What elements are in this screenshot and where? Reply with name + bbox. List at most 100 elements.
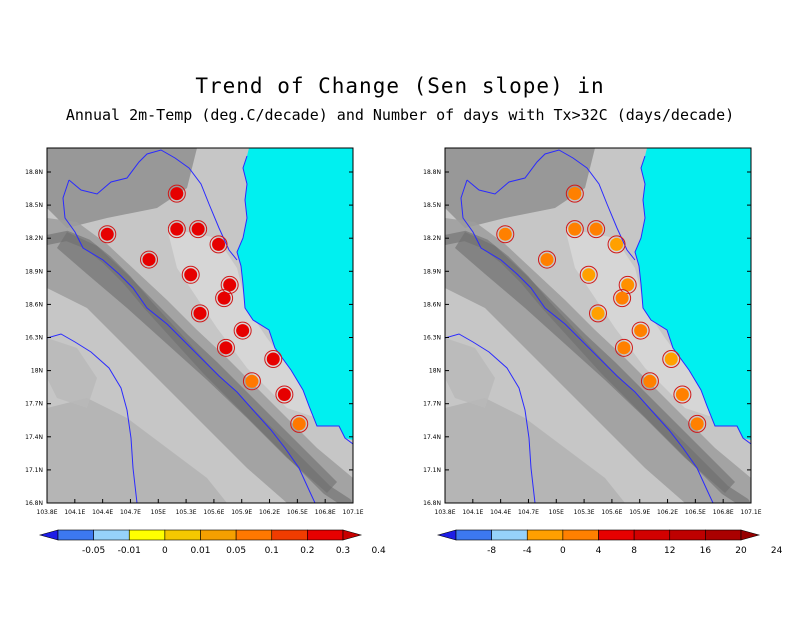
- lon-label: 104.1E: [64, 509, 85, 516]
- station-marker: [498, 227, 512, 241]
- station-ring: [140, 250, 158, 269]
- colorbar-label: 12: [664, 546, 675, 556]
- colorbar-label: 0.4: [371, 546, 386, 556]
- map-body: [47, 148, 353, 503]
- lon-label: 104.7E: [120, 509, 141, 516]
- main-ridge: [47, 230, 352, 503]
- terrain-shade-5: [445, 338, 495, 408]
- lat-label: 18.8N: [25, 169, 43, 176]
- station-ring: [579, 265, 598, 284]
- colorbar-label: 0.3: [336, 546, 350, 556]
- station-marker: [170, 222, 184, 236]
- lon-label: 104.4E: [490, 509, 511, 516]
- colorbar-label: 0.2: [300, 546, 314, 556]
- map-frame: [444, 147, 752, 504]
- colorbar-label: 20: [735, 546, 747, 556]
- lon-label: 105.6E: [601, 509, 622, 516]
- colorbar-segment: [491, 529, 528, 541]
- colorbar-label: 0: [560, 546, 566, 556]
- colorbar-label: 4: [596, 546, 602, 556]
- lat-label: 18N: [429, 368, 441, 375]
- station-marker: [568, 222, 582, 236]
- map-body: [445, 148, 751, 503]
- lon-label: 104.4E: [92, 509, 113, 516]
- lon-label: 106.8E: [315, 509, 336, 516]
- station-marker: [170, 187, 184, 201]
- station-ring: [587, 220, 606, 239]
- map-panel-hotdays: 18.8N 18.5N 18.2N 18.9N 18.6N 16.3N 18N 17.7N 17…: [423, 147, 762, 516]
- lat-label: 17.1N: [423, 467, 441, 474]
- station-ring: [662, 349, 681, 368]
- station-marker: [643, 374, 657, 388]
- station-ring: [565, 184, 584, 203]
- colorbar-low-arrow: [38, 529, 59, 541]
- station-ring: [640, 372, 659, 391]
- station-marker: [142, 253, 156, 267]
- lat-label: 17.4N: [25, 434, 43, 441]
- station-ring: [290, 414, 309, 433]
- terrain-shade-3: [47, 398, 227, 503]
- colorbar-label: 0: [162, 546, 168, 556]
- station-marker: [277, 387, 291, 401]
- station-marker: [219, 341, 233, 355]
- station-marker: [591, 306, 605, 320]
- station-marker: [212, 237, 226, 251]
- colorbar-segment: [271, 529, 308, 541]
- colorbar-segment: [705, 529, 742, 541]
- station-marker: [568, 187, 582, 201]
- station-ring: [688, 414, 707, 433]
- station-marker: [610, 237, 624, 251]
- map-panel-temp: 18.8N 18.5N 18.2N 18.9N 18.6N 16.3N 18N 17.7N 17…: [25, 147, 364, 516]
- country-border: [62, 179, 316, 503]
- station-ring: [189, 220, 208, 239]
- colorbar-low-arrow: [436, 529, 457, 541]
- station-marker: [193, 306, 207, 320]
- lon-label: 106.8E: [713, 509, 734, 516]
- station-ring: [607, 235, 626, 254]
- colorbar-label: 24: [771, 546, 783, 556]
- sea-area: [237, 148, 353, 440]
- lon-label: 105.3E: [574, 509, 595, 516]
- lon-label: 103.8E: [435, 509, 456, 516]
- lat-label: 16.8N: [423, 500, 441, 507]
- station-ring: [589, 304, 607, 323]
- terrain-shade-0: [47, 148, 197, 228]
- colorbar-label: 8: [631, 546, 637, 556]
- station-marker: [191, 222, 205, 236]
- station-ring: [181, 265, 200, 284]
- station-ring: [98, 225, 117, 244]
- station-ring: [631, 321, 650, 340]
- station-ring: [565, 220, 584, 239]
- lat-label: 16.3N: [25, 335, 43, 342]
- station-ring: [242, 372, 261, 391]
- lon-label: 105.9E: [231, 509, 252, 516]
- lon-label: 105.9E: [629, 509, 650, 516]
- lat-label: 18.5N: [25, 202, 43, 209]
- colorbar-hotdays: -8 -4 0 4 8 12 16 20 24: [436, 529, 783, 556]
- colorbar-segment: [669, 529, 706, 541]
- country-border-west: [445, 333, 536, 503]
- station-marker: [675, 387, 689, 401]
- station-marker: [266, 352, 280, 366]
- sea-area: [635, 148, 751, 440]
- colorbar-label: 0.01: [190, 546, 210, 556]
- lon-label: 106.5E: [287, 509, 308, 516]
- station-ring: [264, 349, 283, 368]
- lon-label: 105E: [549, 509, 564, 516]
- station-ring: [613, 289, 632, 308]
- station-ring: [167, 184, 186, 203]
- lat-label: 16.3N: [423, 335, 441, 342]
- colorbar-label: -4: [523, 546, 532, 556]
- colorbar-label: 0.1: [265, 546, 279, 556]
- colorbar-segment: [57, 529, 94, 541]
- map-frame: [46, 147, 354, 504]
- terrain-shade-3: [445, 398, 625, 503]
- station-marker: [664, 352, 678, 366]
- station-marker: [184, 268, 198, 282]
- lat-label: 17.4N: [423, 434, 441, 441]
- station-ring: [215, 289, 234, 308]
- station-ring: [216, 338, 235, 357]
- lat-label: 18.2N: [25, 235, 43, 242]
